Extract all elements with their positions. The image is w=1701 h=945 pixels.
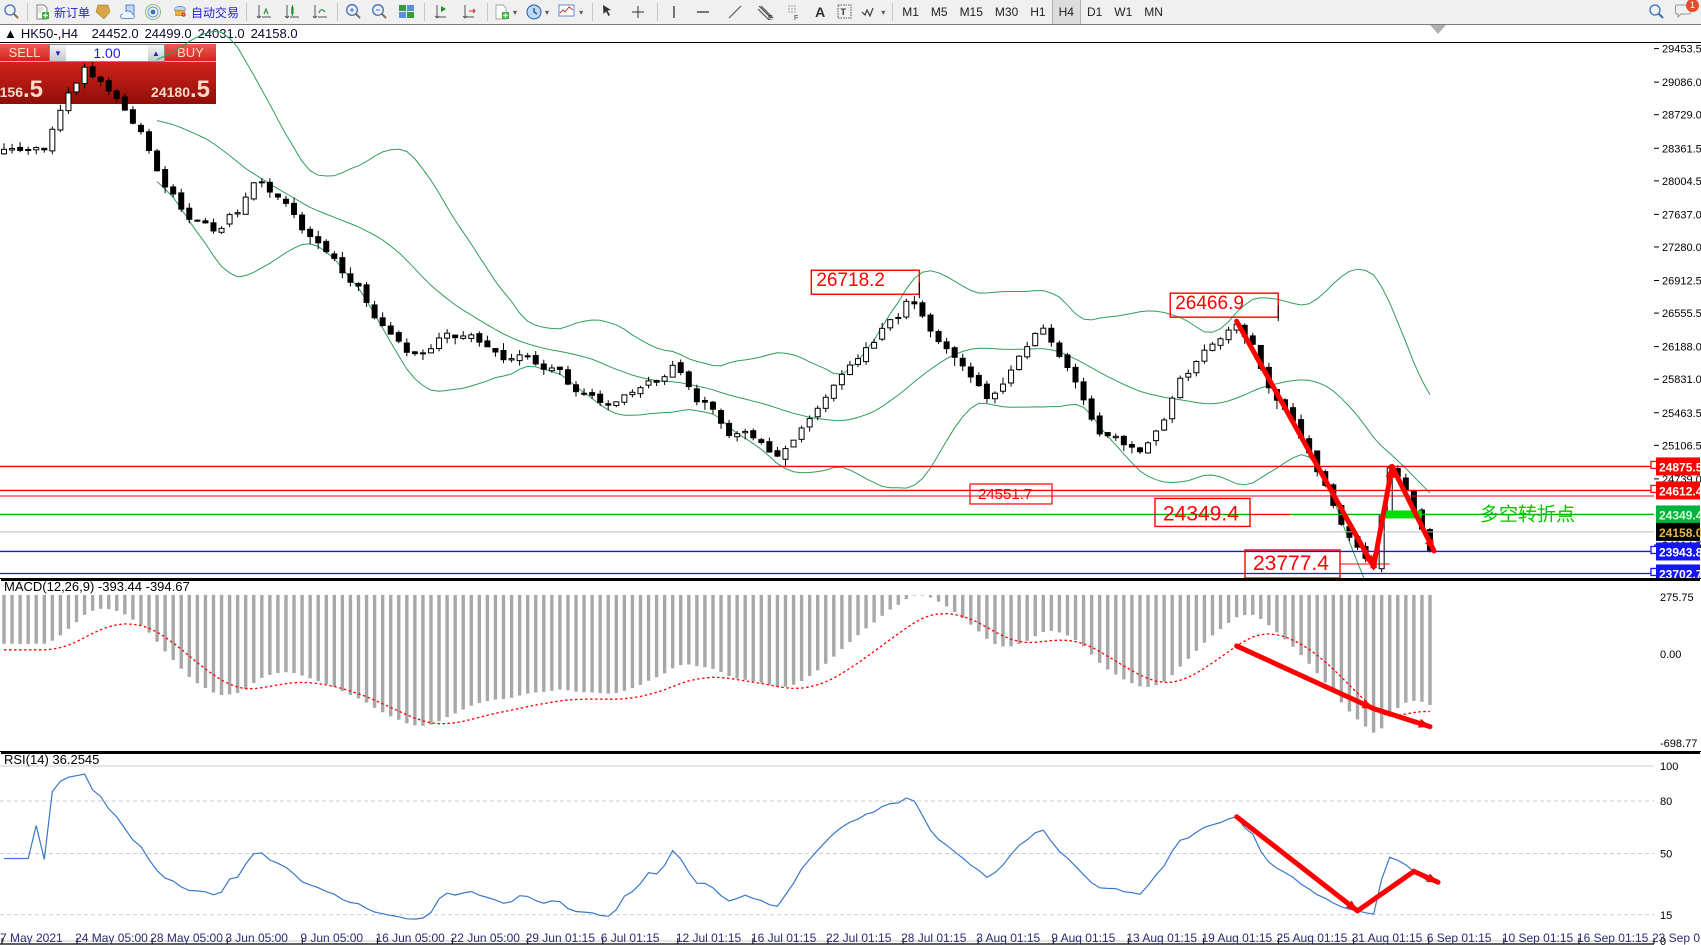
svg-text:26718.2: 26718.2 (816, 270, 885, 291)
svg-text:E: E (768, 15, 773, 20)
svg-text:23702.7: 23702.7 (1659, 567, 1701, 578)
svg-text:RSI(14) 36.2545: RSI(14) 36.2545 (4, 752, 99, 767)
svg-text:24349.4: 24349.4 (1163, 502, 1239, 525)
svg-text:25106.5: 25106.5 (1662, 440, 1701, 452)
svg-text:26555.5: 26555.5 (1662, 308, 1701, 320)
svg-text:24875.5: 24875.5 (1659, 460, 1701, 474)
svg-text:24158.0: 24158.0 (1659, 526, 1701, 540)
svg-text:26912.5: 26912.5 (1662, 276, 1701, 288)
svg-text:27637.0: 27637.0 (1662, 209, 1701, 221)
svg-text:275.75: 275.75 (1660, 592, 1694, 604)
svg-text:25831.0: 25831.0 (1662, 374, 1701, 386)
svg-text:MACD(12,26,9) -393.44 -394.6: MACD(12,26,9) -393.44 -394.67 (4, 579, 190, 594)
svg-text:0.00: 0.00 (1660, 649, 1681, 661)
svg-text:28729.0: 28729.0 (1662, 110, 1701, 122)
svg-text:25463.5: 25463.5 (1662, 408, 1701, 420)
svg-text:80: 80 (1660, 796, 1672, 808)
svg-text:27280.0: 27280.0 (1662, 242, 1701, 254)
svg-text:23777.4: 23777.4 (1253, 552, 1329, 575)
svg-text:24551.7: 24551.7 (978, 486, 1032, 503)
svg-text:多空转折点: 多空转折点 (1480, 503, 1575, 525)
svg-text:T: T (841, 7, 847, 17)
svg-text:28004.5: 28004.5 (1662, 176, 1701, 188)
svg-text:15: 15 (1660, 910, 1672, 922)
svg-text:100: 100 (1660, 761, 1678, 773)
svg-text:24349.4: 24349.4 (1659, 508, 1701, 522)
svg-text:24612.4: 24612.4 (1659, 484, 1701, 498)
svg-text:29086.0: 29086.0 (1662, 77, 1701, 89)
svg-text:-698.77: -698.77 (1660, 738, 1697, 750)
svg-text:26466.9: 26466.9 (1175, 293, 1244, 314)
svg-text:50: 50 (1660, 849, 1672, 861)
svg-text:F: F (794, 15, 798, 20)
svg-text:23943.8: 23943.8 (1659, 545, 1701, 559)
svg-text:29453.5: 29453.5 (1662, 44, 1701, 56)
svg-text:28361.5: 28361.5 (1662, 143, 1701, 155)
svg-text:26188.0: 26188.0 (1662, 342, 1701, 354)
